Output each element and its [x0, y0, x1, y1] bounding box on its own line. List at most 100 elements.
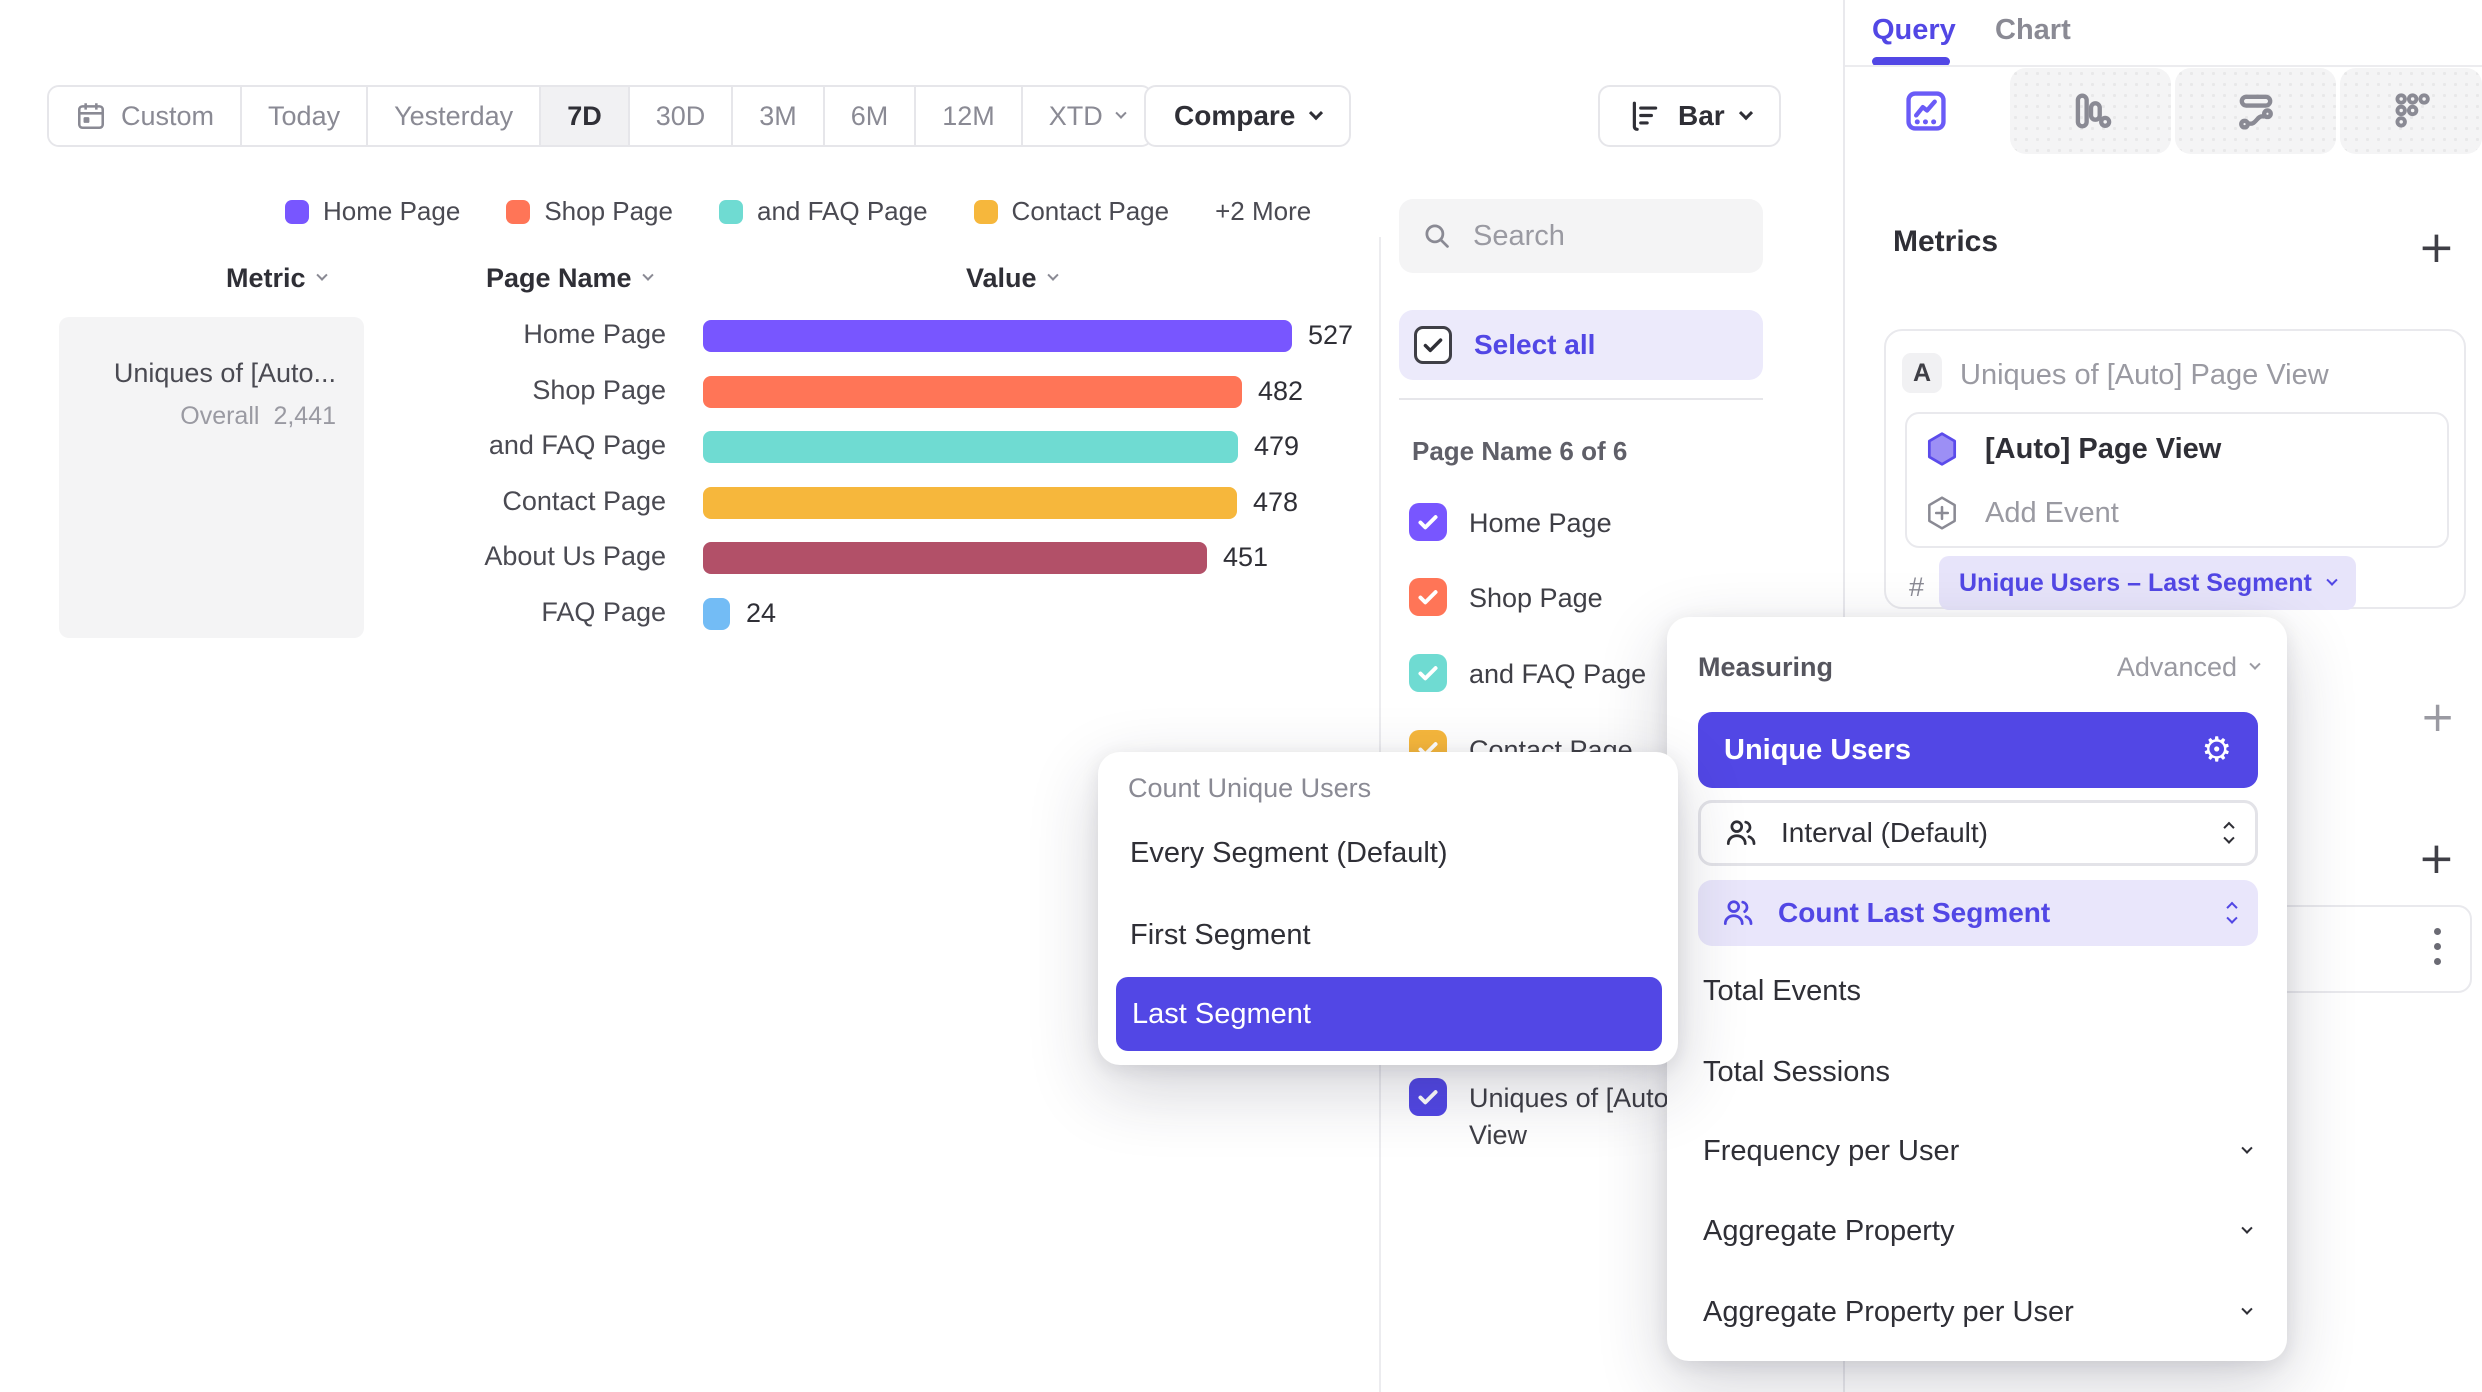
count-option-selected[interactable]: Last Segment [1116, 977, 1662, 1051]
range-3m[interactable]: 3M [733, 87, 825, 145]
bar-value-label: 478 [1253, 487, 1299, 517]
measuring-option[interactable]: Aggregate Property per User [1703, 1290, 2253, 1334]
column-header-value-label: Value [966, 263, 1037, 293]
range-6m[interactable]: 6M [824, 87, 917, 145]
measuring-subrow-count-last-segment[interactable]: Count Last Segment [1698, 880, 2258, 946]
legend-swatch [973, 199, 998, 224]
report-tab-insights[interactable] [1845, 68, 2007, 154]
bar-segment[interactable] [703, 487, 1237, 519]
add-event-label: Add Event [1985, 496, 2119, 529]
chevron-down-icon [641, 269, 654, 282]
select-all-checkbox[interactable] [1414, 326, 1452, 364]
hash-symbol: # [1909, 572, 1925, 602]
bar-segment[interactable] [703, 320, 1292, 352]
measuring-subrow-interval[interactable]: Interval (Default) [1698, 800, 2258, 866]
measuring-option[interactable]: Total Events [1703, 969, 2251, 1013]
bar-value-label: 24 [746, 598, 777, 628]
count-option[interactable]: Every Segment (Default) [1130, 837, 1448, 869]
legend-item[interactable]: Contact Page [973, 196, 1170, 227]
date-range-group: Custom Today Yesterday 7D 30D 3M 6M 12M XTD [47, 85, 1153, 147]
column-header-page-name[interactable]: Page Name [486, 262, 654, 294]
count-option[interactable]: First Segment [1130, 919, 1311, 951]
add-filter-plus-icon[interactable]: + [2420, 692, 2456, 741]
chevron-down-icon [2241, 1142, 2253, 1154]
measuring-option-label: Aggregate Property per User [1703, 1295, 2074, 1328]
measuring-option[interactable]: Total Sessions [1703, 1050, 2251, 1094]
count-unique-users-menu: Count Unique Users Every Segment (Defaul… [1098, 752, 1678, 1065]
search-input[interactable] [1471, 218, 1741, 254]
bar-segment[interactable] [703, 376, 1242, 408]
column-header-value[interactable]: Value [966, 262, 1059, 294]
bar-row-label: FAQ Page [541, 597, 666, 627]
legend-item[interactable]: Shop Page [506, 196, 673, 227]
legend-item[interactable]: and FAQ Page [718, 196, 928, 227]
event-row[interactable]: [Auto] Page View [1923, 430, 2221, 468]
metric-letter-badge: A [1902, 353, 1942, 393]
checkbox-checked[interactable] [1409, 1078, 1447, 1116]
bar-segment[interactable] [703, 598, 730, 630]
report-tab-flows[interactable] [2175, 68, 2336, 154]
measuring-option-label: Total Sessions [1703, 1055, 1890, 1088]
filter-item[interactable]: Home Page [1409, 503, 1612, 542]
add-metric-plus-icon[interactable]: + [2418, 222, 2455, 273]
bar-row-label: Contact Page [502, 486, 666, 516]
insights-icon [1902, 87, 1950, 135]
checkbox-checked[interactable] [1409, 503, 1447, 541]
legend-label: Shop Page [544, 196, 673, 226]
legend-swatch [506, 199, 531, 224]
chevron-down-icon [1309, 106, 1324, 121]
tab-strip-border [1845, 65, 2482, 67]
range-today[interactable]: Today [242, 87, 369, 145]
advanced-toggle[interactable]: Advanced [2117, 651, 2261, 683]
measuring-option-unique-users[interactable]: Unique Users ⚙ [1698, 712, 2258, 788]
metric-summary-card[interactable]: Uniques of [Auto... Overall 2,441 [59, 317, 364, 638]
range-7d[interactable]: 7D [541, 87, 630, 145]
column-header-metric-label: Metric [226, 263, 306, 293]
bar-row-label: and FAQ Page [488, 430, 666, 460]
measuring-option-label: Frequency per User [1703, 1134, 1960, 1167]
kebab-menu-icon[interactable] [2434, 928, 2441, 965]
checkbox-checked[interactable] [1409, 654, 1447, 692]
add-event-row[interactable]: Add Event [1923, 494, 2119, 532]
range-12m[interactable]: 12M [916, 87, 1023, 145]
event-name: [Auto] Page View [1985, 432, 2222, 465]
select-all-label: Select all [1474, 329, 1596, 361]
select-all-row[interactable]: Select all [1399, 310, 1763, 380]
bar-segment[interactable] [703, 542, 1207, 574]
tab-query[interactable]: Query [1872, 14, 1956, 46]
legend-swatch [285, 199, 309, 224]
bar-segment[interactable] [703, 431, 1238, 463]
filter-item[interactable]: Shop Page [1409, 578, 1603, 617]
stepper-icon[interactable] [2226, 901, 2238, 925]
chart-type-button[interactable]: Bar [1598, 85, 1781, 147]
column-header-metric[interactable]: Metric [226, 262, 328, 294]
metrics-section-title: Metrics [1893, 225, 1999, 258]
gear-icon[interactable]: ⚙ [2201, 729, 2232, 770]
measuring-option[interactable]: Frequency per User [1703, 1129, 2253, 1173]
legend-label: Contact Page [1011, 196, 1170, 226]
compare-button[interactable]: Compare [1144, 85, 1352, 147]
report-tab-retention[interactable] [2340, 68, 2482, 154]
metric-definition-card[interactable]: A Uniques of [Auto] Page View [Auto] Pag… [1884, 329, 2466, 610]
measuring-option[interactable]: Aggregate Property [1703, 1209, 2253, 1253]
legend-label: and FAQ Page [756, 196, 928, 226]
range-xtd[interactable]: XTD [1022, 87, 1151, 145]
legend-item[interactable]: Home Page [285, 196, 460, 227]
report-tab-funnels[interactable] [2010, 68, 2171, 154]
stepper-icon[interactable] [2223, 821, 2235, 845]
add-breakdown-plus-icon[interactable]: + [2418, 833, 2455, 884]
active-tab-underline [1872, 57, 1950, 66]
aggregation-pill[interactable]: Unique Users – Last Segment [1939, 556, 2356, 610]
bar-row-label: About Us Page [484, 541, 666, 571]
metric-card-title: Uniques of [Auto] Page View [1960, 359, 2329, 391]
filter-item[interactable]: and FAQ Page [1409, 654, 1646, 693]
range-30d[interactable]: 30D [629, 87, 734, 145]
checkbox-checked[interactable] [1409, 578, 1447, 616]
range-label: 6M [850, 100, 889, 131]
range-yesterday[interactable]: Yesterday [368, 87, 542, 145]
legend-more[interactable]: +2 More [1215, 196, 1312, 226]
hexagon-event-icon [1923, 430, 1961, 468]
add-event-hexagon-icon [1923, 494, 1961, 532]
tab-chart[interactable]: Chart [1995, 14, 2071, 46]
range-custom[interactable]: Custom [49, 87, 243, 145]
